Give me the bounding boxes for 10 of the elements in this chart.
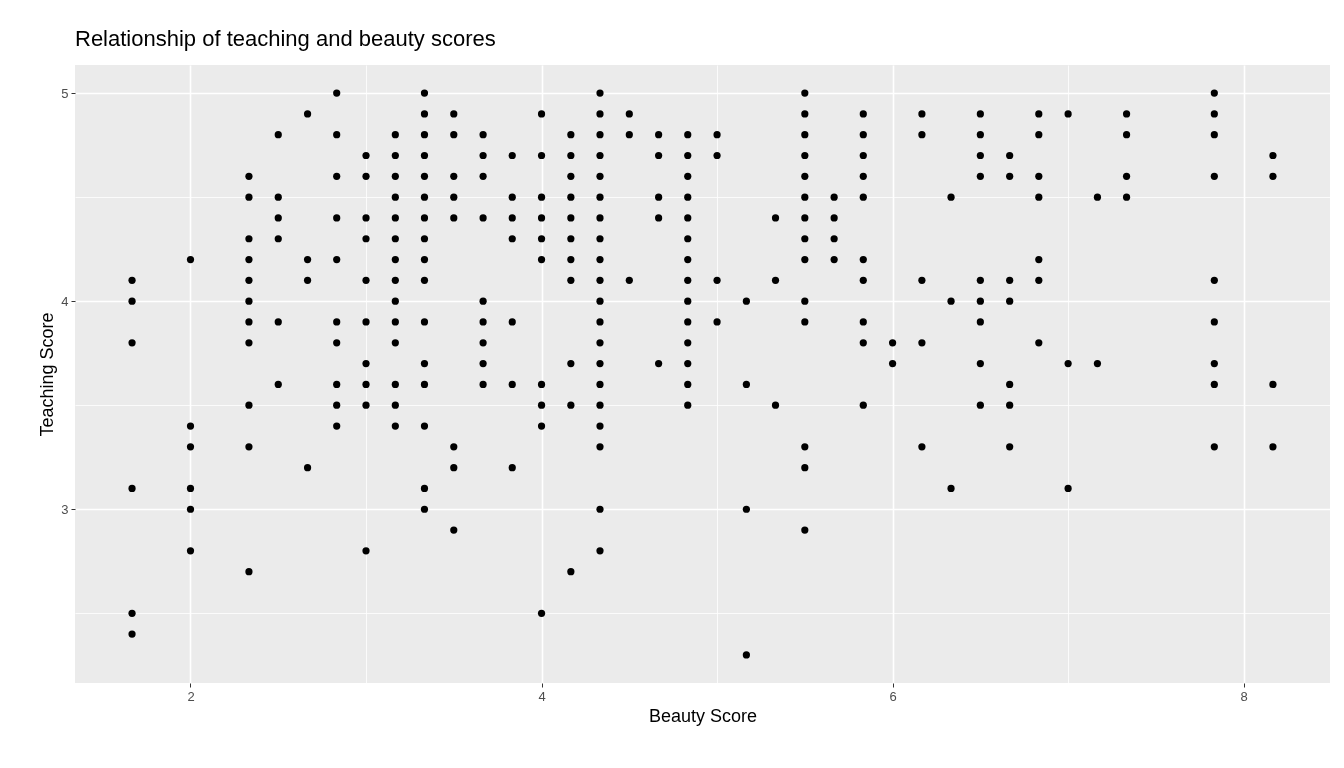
x-tick-label: 4 xyxy=(538,688,546,704)
y-axis-title: Teaching Score xyxy=(37,312,58,437)
x-tick-label: 2 xyxy=(187,688,195,704)
y-tick-label: 4 xyxy=(61,293,69,309)
x-tick-label: 8 xyxy=(1240,688,1248,704)
y-tick-label: 5 xyxy=(61,85,69,101)
chart-title: Relationship of teaching and beauty scores xyxy=(75,26,496,51)
y-tick-label: 3 xyxy=(61,501,69,517)
x-tick-label: 6 xyxy=(889,688,897,704)
x-axis-title: Beauty Score xyxy=(648,705,758,726)
